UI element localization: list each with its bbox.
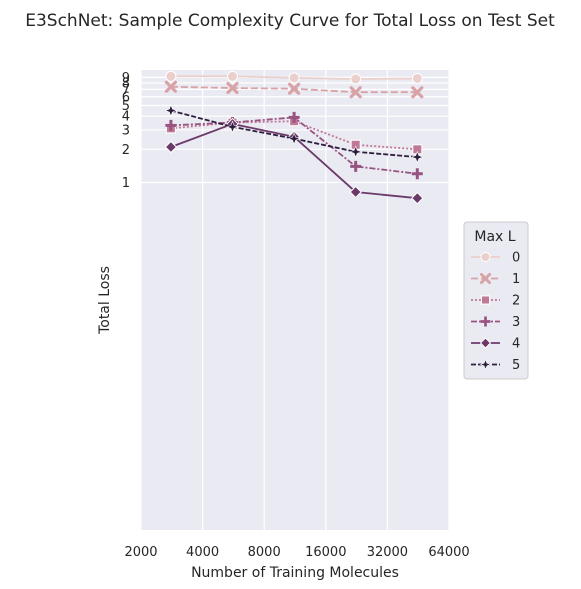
- x-tick-label: 16000: [305, 545, 346, 560]
- data-point: [287, 132, 301, 145]
- data-point: [164, 104, 178, 117]
- chart-title: E3SchNet: Sample Complexity Curve for To…: [25, 11, 555, 31]
- legend-item: 3: [471, 315, 520, 330]
- series-1: [164, 80, 424, 99]
- data-point: [480, 252, 491, 262]
- data-point: [164, 140, 178, 154]
- data-point: [288, 82, 301, 95]
- legend-label: 0: [512, 251, 520, 266]
- data-point: [165, 70, 177, 82]
- data-point: [479, 337, 492, 349]
- data-point: [227, 70, 239, 82]
- y-tick-label: 7: [122, 83, 130, 98]
- x-tick-label: 32000: [367, 545, 408, 560]
- legend-label: 4: [512, 337, 520, 352]
- data-point: [350, 73, 362, 85]
- data-point: [349, 145, 363, 159]
- x-tick-label: 64000: [428, 545, 469, 560]
- y-tick-label: 4: [122, 110, 130, 125]
- data-point: [350, 160, 362, 172]
- data-point: [480, 273, 491, 284]
- y-tick-label: 1: [122, 176, 130, 191]
- series-5: [164, 104, 424, 164]
- legend-items: 0 1 2 3 4 5: [471, 251, 520, 373]
- data-point: [411, 168, 423, 180]
- data-point: [410, 150, 424, 164]
- x-tick-label: 4000: [186, 545, 219, 560]
- legend-title: Max L: [474, 229, 515, 245]
- x-tick-label: 2000: [124, 545, 157, 560]
- data-point: [411, 72, 423, 84]
- y-tick-label: 8: [122, 77, 130, 92]
- data-point: [349, 185, 362, 199]
- legend: Max L 0 1 2 3 4 5: [463, 221, 529, 380]
- data-point: [411, 86, 424, 99]
- series-0: [165, 70, 423, 85]
- y-tick-label: 5: [122, 99, 130, 114]
- data-point: [288, 111, 300, 123]
- series-layer: [164, 70, 424, 205]
- data-point: [479, 358, 492, 371]
- y-tick-label: 9: [122, 71, 130, 86]
- legend-label: 5: [512, 358, 520, 373]
- y-tick-label: 3: [122, 123, 130, 138]
- x-tick-label: 8000: [248, 545, 281, 560]
- data-point: [480, 316, 491, 327]
- x-tick-labels: 2000 4000 8000 16000 32000 64000: [124, 545, 469, 560]
- x-axis-label: Number of Training Molecules: [191, 565, 399, 581]
- legend-label: 2: [512, 294, 520, 309]
- legend-label: 1: [512, 272, 520, 287]
- series-line: [170, 120, 418, 151]
- data-point: [288, 72, 300, 84]
- legend-item: 0: [471, 251, 520, 266]
- legend-label: 3: [512, 315, 520, 330]
- data-point: [164, 80, 178, 93]
- data-point: [349, 86, 362, 99]
- y-tick-label: 6: [122, 90, 130, 105]
- plot-area: [141, 70, 449, 530]
- y-tick-label: 2: [122, 143, 130, 158]
- legend-item: 5: [471, 358, 520, 373]
- data-point: [480, 295, 491, 305]
- data-point: [226, 81, 239, 95]
- y-axis-label: Total Loss: [97, 266, 113, 335]
- data-point: [165, 119, 177, 131]
- legend-item: 4: [471, 337, 520, 352]
- data-point: [226, 120, 239, 134]
- legend-item: 1: [471, 272, 520, 287]
- data-point: [411, 191, 424, 205]
- series-3: [165, 111, 423, 180]
- legend-item: 2: [471, 294, 520, 309]
